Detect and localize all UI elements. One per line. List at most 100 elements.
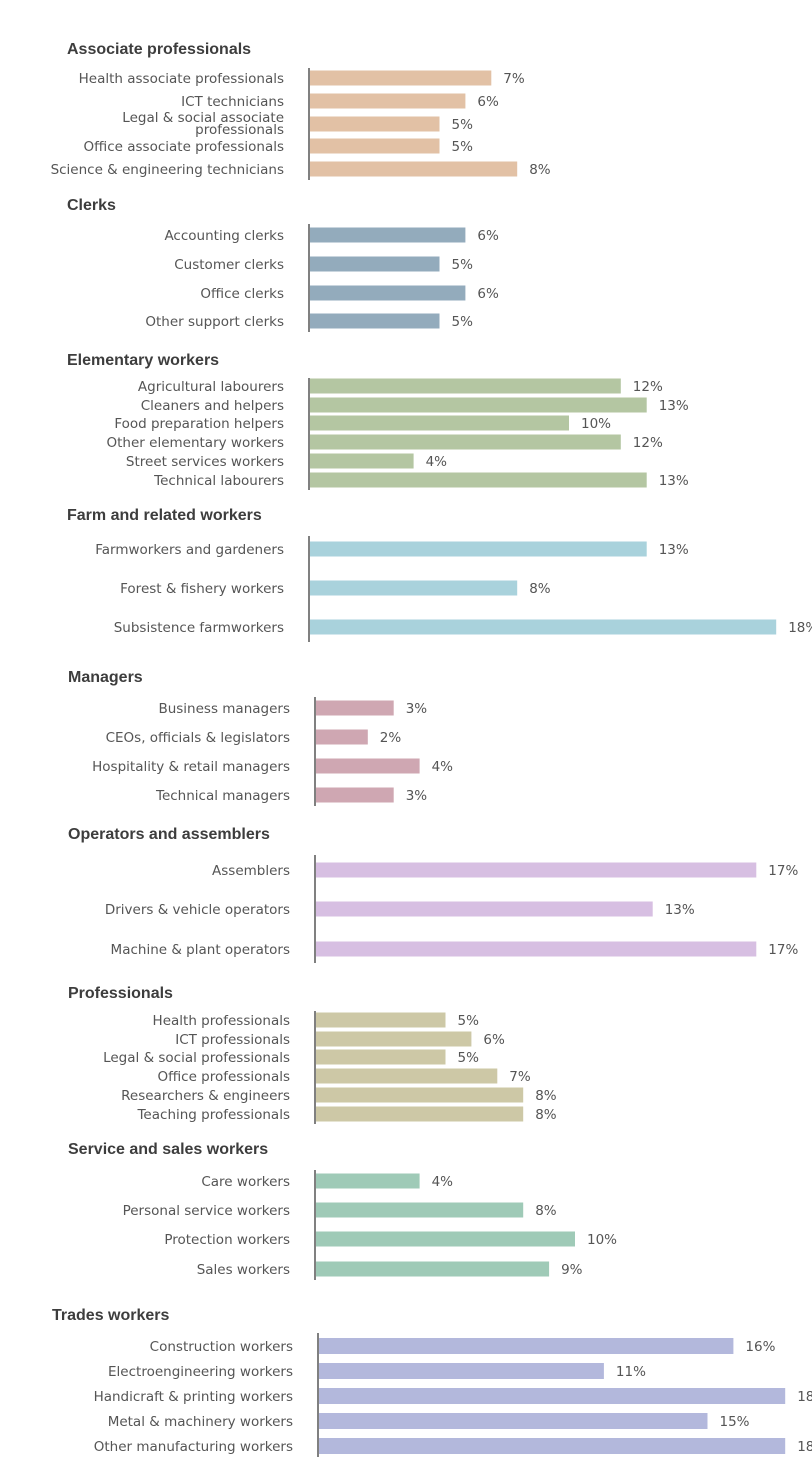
value-label: 8% [529, 581, 551, 597]
value-label: 5% [452, 314, 474, 330]
group-title: Operators and assemblers [68, 826, 270, 843]
category-label: Metal & machinery workers [108, 1414, 293, 1430]
group-title: Professionals [68, 985, 173, 1002]
category-label: Researchers & engineers [121, 1088, 290, 1104]
bar [319, 1413, 708, 1429]
category-label: Other elementary workers [107, 435, 284, 451]
category-label: Food preparation helpers [114, 416, 284, 432]
value-label: 17% [768, 863, 798, 879]
bar [316, 700, 394, 716]
bar [310, 138, 440, 154]
category-label: CEOs, officials & legislators [106, 730, 290, 746]
bar [310, 580, 518, 596]
category-label: Cleaners and helpers [141, 398, 284, 414]
value-label: 18% [797, 1439, 812, 1455]
group-title: Farm and related workers [67, 507, 262, 524]
category-label: ICT technicians [181, 94, 284, 110]
value-label: 9% [561, 1262, 583, 1278]
category-label: Street services workers [126, 454, 284, 470]
bar [316, 1202, 524, 1218]
bar [310, 93, 466, 109]
bar [310, 434, 621, 450]
value-label: 5% [452, 117, 474, 133]
value-label: 16% [745, 1339, 775, 1355]
bar [319, 1338, 734, 1354]
category-label: Construction workers [150, 1339, 293, 1355]
bar [316, 1031, 472, 1047]
category-label: ICT professionals [175, 1032, 290, 1048]
category-label: Legal & social professionals [103, 1050, 290, 1066]
bar [310, 227, 466, 243]
bar [316, 901, 653, 917]
bar [316, 1106, 524, 1122]
bar [310, 116, 440, 132]
category-label: Customer clerks [174, 257, 284, 273]
bar [310, 161, 518, 177]
category-label: Subsistence farmworkers [114, 620, 284, 636]
value-label: 8% [535, 1088, 557, 1104]
value-label: 8% [535, 1203, 557, 1219]
category-label: Office associate professionals [84, 139, 284, 155]
category-label: Personal service workers [123, 1203, 290, 1219]
value-label: 18% [788, 620, 812, 636]
value-label: 4% [432, 1174, 454, 1190]
bar [310, 397, 647, 413]
category-label: Accounting clerks [164, 228, 284, 244]
bar [316, 1068, 498, 1084]
value-label: 5% [458, 1050, 480, 1066]
category-label: Protection workers [164, 1232, 290, 1248]
group-title: Service and sales workers [68, 1141, 268, 1158]
group-title: Managers [68, 669, 143, 686]
value-label: 8% [535, 1107, 557, 1123]
category-label: Health professionals [153, 1013, 290, 1029]
category-label: Machine & plant operators [111, 942, 290, 958]
value-label: 15% [720, 1414, 750, 1430]
value-label: 4% [432, 759, 454, 775]
category-label: Assemblers [212, 863, 290, 879]
group-title: Clerks [67, 197, 116, 214]
bar [310, 313, 440, 329]
bar [310, 619, 777, 635]
bar [316, 862, 757, 878]
bar [316, 1173, 420, 1189]
bar [310, 256, 440, 272]
value-label: 6% [477, 94, 499, 110]
value-label: 7% [509, 1069, 531, 1085]
value-label: 13% [659, 398, 689, 414]
category-label: Teaching professionals [136, 1107, 290, 1123]
value-label: 2% [380, 730, 402, 746]
category-label: Other support clerks [145, 314, 284, 330]
bar [319, 1438, 786, 1454]
category-label: Business managers [158, 701, 290, 717]
value-label: 11% [616, 1364, 646, 1380]
value-label: 13% [665, 902, 695, 918]
category-label: Technical labourers [153, 473, 284, 489]
bar [310, 378, 621, 394]
category-label: Legal & social associate professionals [122, 110, 284, 138]
value-label: 5% [452, 139, 474, 155]
bar [316, 787, 394, 803]
bar [316, 758, 420, 774]
value-label: 12% [633, 379, 663, 395]
bar [316, 1261, 550, 1277]
value-label: 17% [768, 942, 798, 958]
value-label: 10% [587, 1232, 617, 1248]
value-label: 6% [483, 1032, 505, 1048]
category-label: Electroengineering workers [108, 1364, 293, 1380]
bar [316, 1012, 446, 1028]
bar [310, 70, 492, 86]
value-label: 13% [659, 542, 689, 558]
category-label: Health associate professionals [79, 71, 284, 87]
category-label: Care workers [201, 1174, 290, 1190]
bar [316, 1049, 446, 1065]
value-label: 3% [406, 788, 428, 804]
bar [310, 453, 414, 469]
category-label: Agricultural labourers [138, 379, 284, 395]
value-label: 5% [452, 257, 474, 273]
value-label: 18% [797, 1389, 812, 1405]
bar [319, 1363, 604, 1379]
category-label: Sales workers [197, 1262, 290, 1278]
bar [316, 1087, 524, 1103]
category-label: Drivers & vehicle operators [105, 902, 290, 918]
value-label: 13% [659, 473, 689, 489]
